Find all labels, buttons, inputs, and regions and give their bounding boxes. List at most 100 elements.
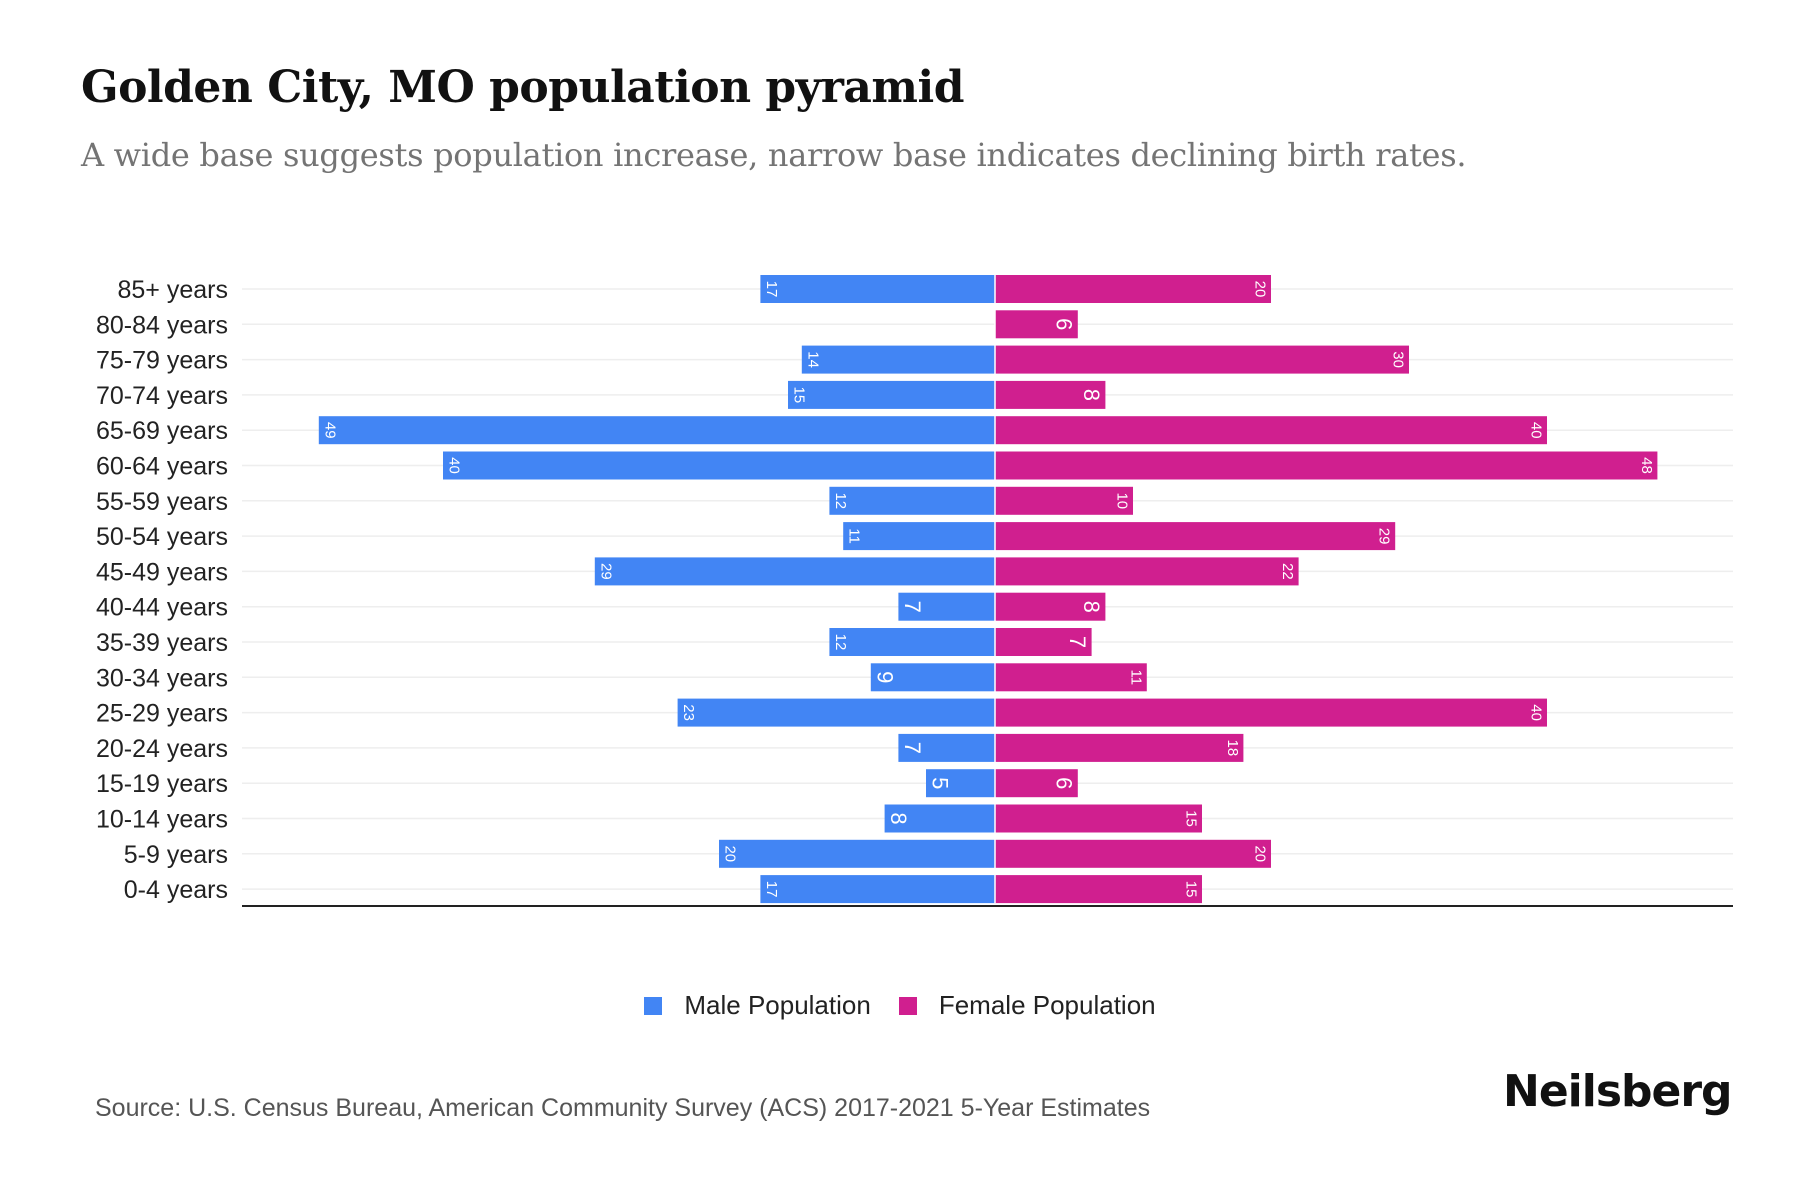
- y-tick-label: 50-54 years: [96, 523, 228, 551]
- bar-label-female: 20: [1252, 845, 1269, 862]
- y-tick-label: 40-44 years: [96, 594, 228, 622]
- bar-label-female: 8: [1079, 601, 1104, 613]
- legend-label-male: Male Population: [684, 990, 871, 1020]
- y-tick-label: 80-84 years: [96, 311, 228, 339]
- bar-label-male: 23: [680, 704, 697, 721]
- bar-label-female: 6: [1051, 777, 1076, 789]
- bar-male[interactable]: [843, 522, 995, 551]
- bar-label-female: 6: [1051, 318, 1076, 330]
- legend-item-male[interactable]: Male Population: [644, 990, 871, 1021]
- y-tick-label: 35-39 years: [96, 629, 228, 657]
- bar-male[interactable]: [594, 557, 995, 586]
- bar-label-male: 20: [722, 845, 739, 862]
- bar-label-male: 17: [763, 281, 780, 298]
- bar-female[interactable]: [995, 416, 1547, 445]
- bar-label-female: 20: [1252, 281, 1269, 298]
- legend-label-female: Female Population: [938, 990, 1156, 1020]
- bar-label-male: 15: [791, 387, 808, 404]
- bar-label-male: 7: [900, 742, 925, 754]
- bar-label-female: 11: [1127, 670, 1144, 686]
- legend-item-female[interactable]: Female Population: [898, 990, 1156, 1021]
- bar-female[interactable]: [995, 345, 1409, 374]
- bar-female[interactable]: [995, 310, 1078, 339]
- source-note: Source: U.S. Census Bureau, American Com…: [95, 1094, 1151, 1122]
- population-pyramid-chart: 85+ years 80-84 years 75-79 years 70-74 yea…: [96, 275, 1733, 907]
- bar-female[interactable]: [995, 769, 1078, 798]
- bar-female[interactable]: [995, 522, 1396, 551]
- y-tick-label: 15-19 years: [96, 770, 228, 798]
- bar-male[interactable]: [443, 451, 995, 480]
- y-tick-label: 30-34 years: [96, 664, 228, 692]
- bar-label-female: 8: [1079, 389, 1104, 401]
- y-tick-label: 85+ years: [118, 276, 229, 304]
- bar-female[interactable]: [995, 733, 1244, 762]
- bar-female[interactable]: [995, 698, 1547, 727]
- bar-label-male: 8: [886, 812, 911, 824]
- bar-male[interactable]: [760, 875, 995, 904]
- y-tick-label: 5-9 years: [124, 841, 228, 869]
- bar-label-female: 7: [1065, 636, 1090, 648]
- chart-subtitle: A wide base suggests population increase…: [81, 136, 1467, 174]
- bar-female[interactable]: [995, 380, 1106, 409]
- bar-female[interactable]: [995, 486, 1133, 515]
- bar-label-male: 12: [832, 492, 849, 509]
- bar-male[interactable]: [829, 628, 995, 656]
- bar-label-male: 11: [846, 528, 863, 544]
- y-tick-label: 25-29 years: [96, 700, 228, 728]
- legend-swatch-female: [898, 996, 917, 1015]
- bar-label-male: 40: [446, 457, 463, 474]
- bar-label-male: 7: [900, 601, 925, 613]
- bar-label-male: 49: [321, 422, 338, 439]
- bar-male[interactable]: [760, 275, 995, 303]
- bar-male[interactable]: [788, 380, 995, 409]
- bar-female[interactable]: [995, 875, 1202, 904]
- y-tick-label: 75-79 years: [96, 347, 228, 375]
- y-tick-label: 70-74 years: [96, 382, 228, 410]
- bar-label-female: 10: [1114, 492, 1131, 509]
- bar-label-female: 48: [1638, 457, 1655, 474]
- brand-logo: Neilsberg: [1503, 1066, 1733, 1117]
- y-tick-label: 60-64 years: [96, 453, 228, 481]
- bar-label-male: 29: [597, 563, 614, 580]
- bar-label-female: 15: [1183, 881, 1200, 898]
- bar-label-female: 22: [1279, 563, 1296, 580]
- bar-label-male: 12: [832, 634, 849, 651]
- chart-title: Golden City, MO population pyramid: [81, 62, 964, 113]
- bar-female[interactable]: [995, 275, 1271, 303]
- bar-label-male: 14: [804, 351, 821, 368]
- bar-label-male: 9: [872, 671, 897, 683]
- bar-male[interactable]: [870, 663, 995, 692]
- bar-male[interactable]: [677, 698, 995, 727]
- bar-label-female: 40: [1528, 704, 1545, 721]
- bar-label-female: 18: [1224, 740, 1241, 757]
- bar-label-male: 5: [928, 777, 953, 789]
- bar-female[interactable]: [995, 592, 1106, 621]
- bar-label-male: 17: [763, 881, 780, 898]
- bar-female[interactable]: [995, 663, 1147, 692]
- bar-male[interactable]: [829, 486, 995, 515]
- legend: Male Population Female Population: [0, 990, 1800, 1021]
- y-tick-label: 55-59 years: [96, 488, 228, 516]
- y-tick-label: 65-69 years: [96, 417, 228, 445]
- y-tick-label: 20-24 years: [96, 735, 228, 763]
- bar-male[interactable]: [898, 733, 995, 762]
- bar-male[interactable]: [719, 839, 995, 868]
- bar-male[interactable]: [898, 592, 995, 621]
- y-tick-label: 45-49 years: [96, 558, 228, 586]
- bar-label-female: 15: [1183, 810, 1200, 827]
- bar-female[interactable]: [995, 839, 1271, 868]
- bar-female[interactable]: [995, 557, 1299, 586]
- bar-male[interactable]: [318, 416, 995, 445]
- bar-female[interactable]: [995, 628, 1092, 656]
- y-tick-label: 10-14 years: [96, 806, 228, 834]
- bar-female[interactable]: [995, 451, 1658, 480]
- bar-label-female: 29: [1376, 528, 1393, 545]
- bar-male[interactable]: [801, 345, 995, 374]
- legend-swatch-male: [644, 996, 663, 1015]
- bar-label-female: 40: [1528, 422, 1545, 439]
- bar-female[interactable]: [995, 804, 1202, 833]
- bar-label-female: 30: [1390, 351, 1407, 368]
- y-tick-label: 0-4 years: [124, 876, 228, 904]
- bar-male[interactable]: [884, 804, 995, 833]
- bar-male[interactable]: [926, 769, 995, 798]
